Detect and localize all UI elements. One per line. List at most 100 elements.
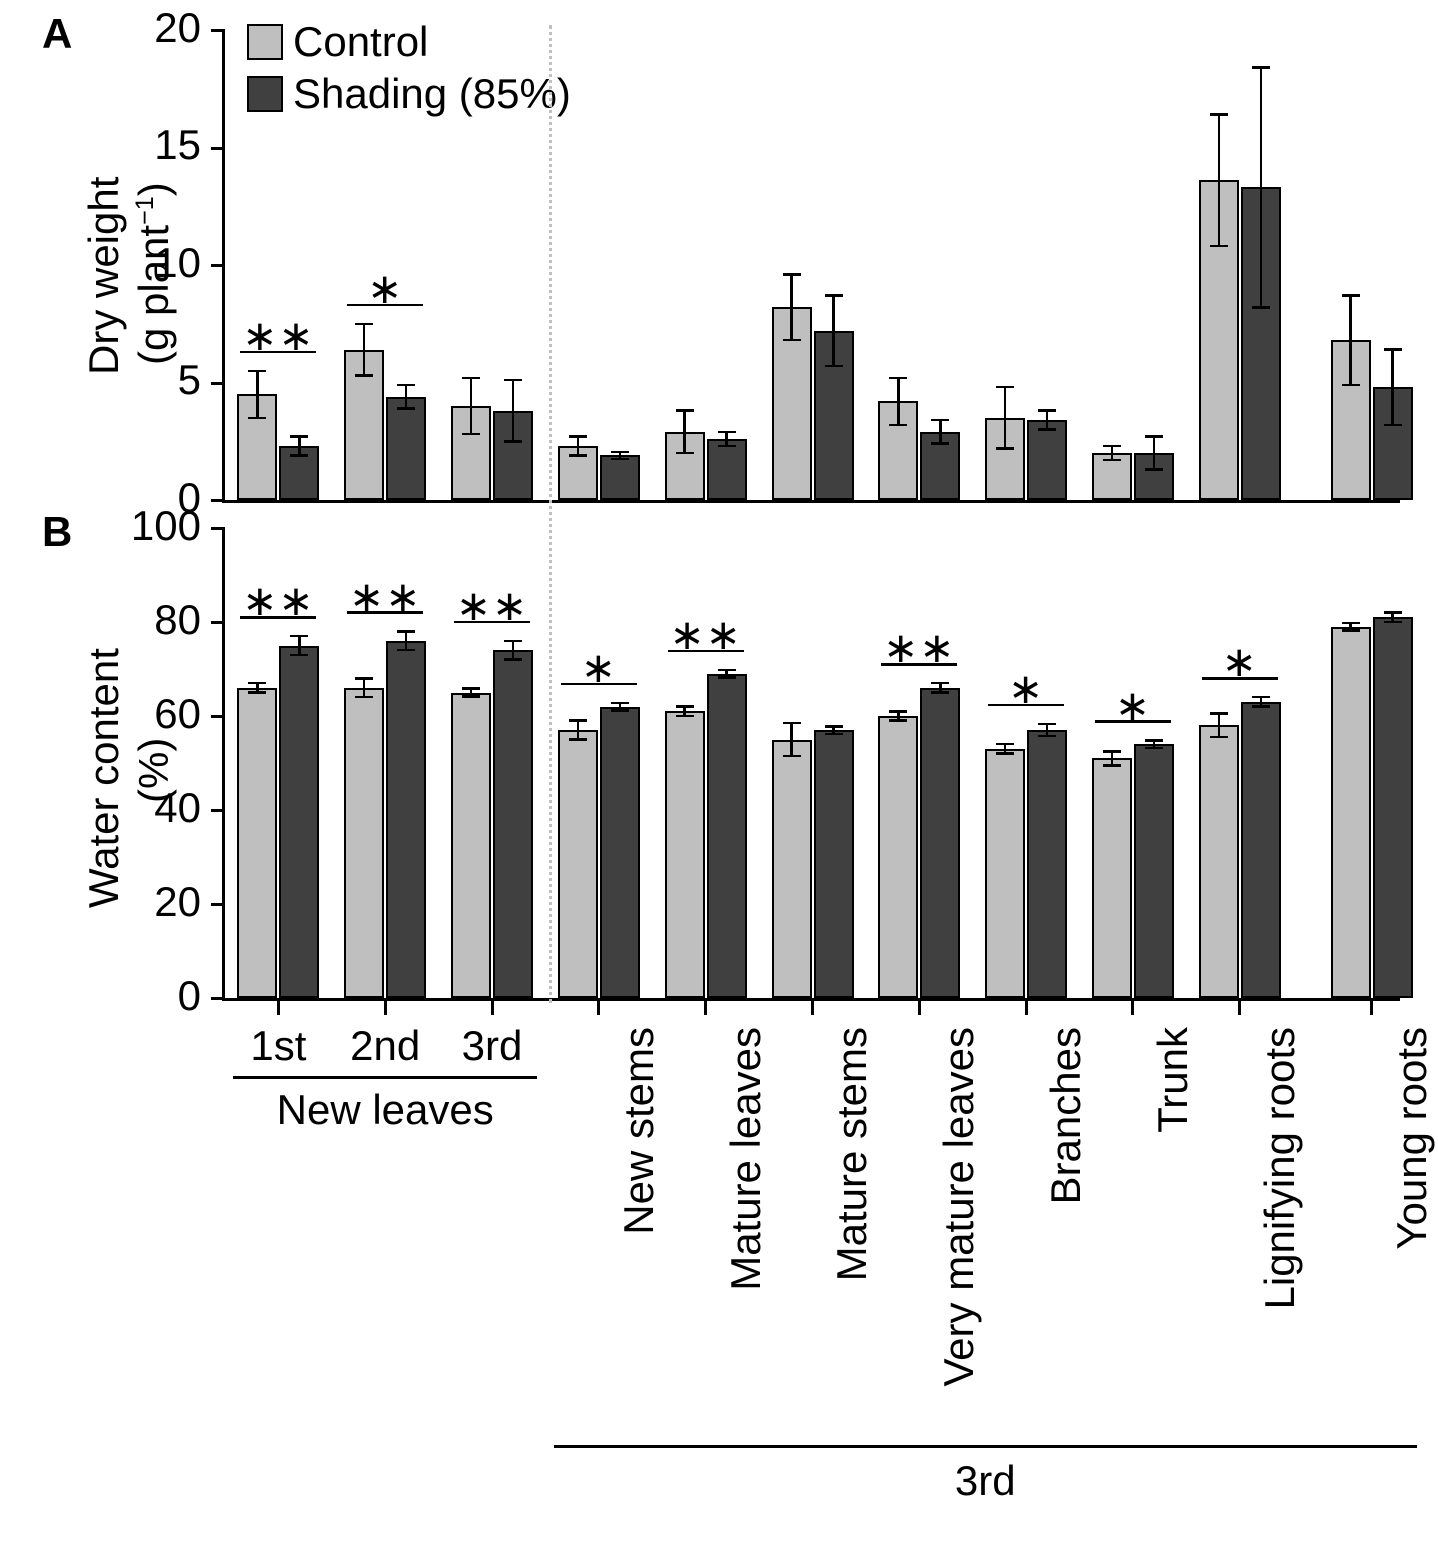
ytick-a (211, 264, 225, 267)
xlabel-stem-7: Branches (1042, 1027, 1090, 1204)
xlabel-stem-8: Trunk (1149, 1027, 1197, 1133)
errcap-top (1210, 113, 1228, 116)
errcap-top (355, 677, 373, 680)
errcap-top (1252, 696, 1270, 699)
errcap-top (1342, 294, 1360, 297)
errcap-top (1145, 739, 1163, 742)
bar-shading-b-6 (920, 688, 960, 998)
errcap-bot (1103, 764, 1121, 767)
errcap-bot (889, 424, 907, 427)
bar-control-b-10 (1331, 627, 1371, 998)
bar-control-b-9 (1199, 725, 1239, 998)
errbar (256, 371, 259, 418)
errcap-bot (397, 407, 415, 410)
ytick-a (211, 147, 225, 150)
errcap-bot (1210, 736, 1228, 739)
xtick-10 (1370, 1001, 1373, 1015)
leaf-group-label: New leaves (255, 1086, 515, 1134)
errcap-bot (783, 339, 801, 342)
bar-shading-b-7 (1027, 730, 1067, 998)
errcap-top (996, 743, 1014, 746)
errbar (1349, 296, 1352, 385)
errcap-bot (1252, 705, 1270, 708)
errbar (363, 324, 366, 376)
xtick-9 (1238, 1001, 1241, 1015)
sig-mark-b-2: ∗∗ (442, 581, 542, 630)
errbar (1218, 115, 1221, 247)
errbar (1153, 437, 1156, 470)
errcap-top (569, 719, 587, 722)
errcap-bot (290, 454, 308, 457)
errbar (790, 274, 793, 340)
sig-mark-b-4: ∗∗ (656, 610, 756, 659)
bar-shading-b-0 (279, 646, 319, 999)
errcap-bot (462, 695, 480, 698)
ytick-b (211, 809, 225, 812)
errcap-bot (1038, 735, 1056, 738)
bar-control-b-4 (665, 711, 705, 998)
ytick-a (211, 29, 225, 32)
legend-item: Control (247, 18, 571, 66)
xlabel-stem-10: Young roots (1388, 1027, 1436, 1250)
legend-label: Shading (85%) (293, 70, 571, 118)
errcap-top (462, 377, 480, 380)
errcap-bot (1145, 747, 1163, 750)
errcap-top (825, 294, 843, 297)
errcap-top (1384, 348, 1402, 351)
legend: ControlShading (85%) (247, 18, 571, 118)
errcap-top (931, 419, 949, 422)
errcap-top (504, 379, 522, 382)
errcap-top (1252, 66, 1270, 69)
errcap-bot (825, 733, 843, 736)
errcap-top (569, 435, 587, 438)
ylabel-a-1: Dry weight (80, 177, 128, 375)
ytick-b (211, 621, 225, 624)
xtick-6 (918, 1001, 921, 1015)
errcap-top (718, 431, 736, 434)
errbar (897, 378, 900, 425)
errcap-bot (1342, 384, 1360, 387)
errcap-bot (1252, 306, 1270, 309)
errbar (832, 296, 835, 367)
errcap-top (248, 682, 266, 685)
errbar (1218, 714, 1221, 738)
sig-mark-b-7: ∗ (976, 664, 1076, 713)
errbar (790, 723, 793, 756)
errbar (470, 378, 473, 434)
ytick-label-b: 100 (0, 502, 201, 550)
ytick-b (211, 903, 225, 906)
xlabel-leaf-1: 2nd (335, 1022, 435, 1070)
errcap-top (504, 640, 522, 643)
xlabel-stem-6: Very mature leaves (935, 1027, 983, 1387)
errcap-top (397, 630, 415, 633)
errbar (577, 437, 580, 456)
errcap-top (1145, 435, 1163, 438)
ytick-label-b: 80 (0, 596, 201, 644)
bar-shading-a-3 (600, 455, 640, 500)
errcap-bot (783, 755, 801, 758)
errcap-bot (1145, 468, 1163, 471)
bar-control-b-0 (237, 688, 277, 998)
bar-control-b-8 (1092, 758, 1132, 998)
errcap-top (931, 682, 949, 685)
ylabel-b-1: Water content (80, 648, 128, 908)
bar-shading-b-5 (814, 730, 854, 998)
xlabel-stem-3: New stems (615, 1027, 663, 1235)
ytick-b (211, 997, 225, 1000)
xtick-2 (491, 1001, 494, 1015)
errcap-bot (1384, 621, 1402, 624)
errcap-bot (569, 454, 587, 457)
xtick-8 (1131, 1001, 1134, 1015)
errbar (298, 636, 301, 655)
bar-control-b-7 (985, 749, 1025, 998)
errbar (512, 380, 515, 441)
errcap-bot (718, 676, 736, 679)
errcap-bot (676, 452, 694, 455)
errbar (512, 641, 515, 660)
errcap-bot (290, 654, 308, 657)
sig-mark-b-0: ∗∗ (228, 576, 328, 625)
errcap-bot (931, 442, 949, 445)
errbar (939, 420, 942, 444)
bar-shading-b-9 (1241, 702, 1281, 998)
errcap-bot (1210, 245, 1228, 248)
